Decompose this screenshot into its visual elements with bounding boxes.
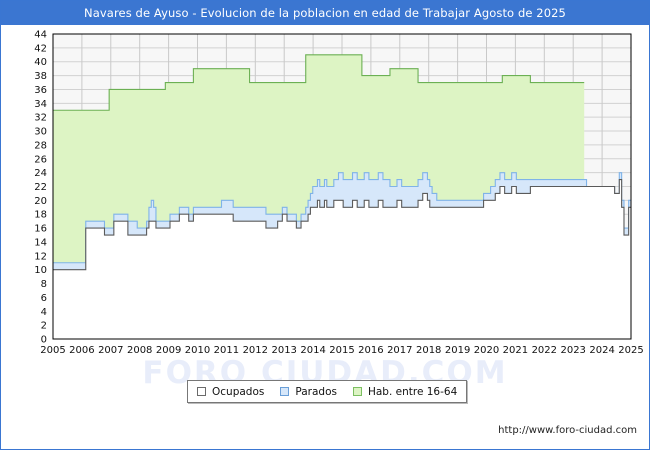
svg-text:2010: 2010 xyxy=(185,345,210,356)
svg-text:22: 22 xyxy=(34,182,47,193)
svg-text:2014: 2014 xyxy=(300,345,325,356)
svg-text:28: 28 xyxy=(34,140,47,151)
svg-text:36: 36 xyxy=(34,85,47,96)
svg-text:2023: 2023 xyxy=(560,345,585,356)
svg-text:2: 2 xyxy=(41,321,47,332)
chart-plot: 0246810121416182022242628303234363840424… xyxy=(34,30,643,357)
svg-text:10: 10 xyxy=(34,265,47,276)
y-axis-ticks: 0246810121416182022242628303234363840424… xyxy=(34,30,47,346)
svg-text:2025: 2025 xyxy=(618,345,643,356)
plot-frame xyxy=(52,33,632,340)
svg-text:0: 0 xyxy=(41,335,47,346)
legend-swatch-ocupados xyxy=(197,387,206,396)
svg-text:38: 38 xyxy=(34,71,47,82)
legend-label-ocupados: Ocupados xyxy=(212,385,265,398)
svg-text:14: 14 xyxy=(34,237,47,248)
svg-text:8: 8 xyxy=(41,279,47,290)
svg-text:26: 26 xyxy=(34,154,47,165)
legend-item-hab-16-64[interactable]: Hab. entre 16-64 xyxy=(352,385,458,398)
window-title-bar: Navares de Ayuso - Evolucion de la pobla… xyxy=(1,1,649,25)
svg-text:16: 16 xyxy=(34,224,47,235)
legend-label-parados: Parados xyxy=(295,385,337,398)
svg-text:34: 34 xyxy=(34,99,47,110)
svg-text:4: 4 xyxy=(41,307,47,318)
svg-text:2006: 2006 xyxy=(69,345,94,356)
series-areas xyxy=(53,54,631,340)
page-title: Navares de Ayuso - Evolucion de la pobla… xyxy=(84,6,566,20)
legend-label-hab-16-64: Hab. entre 16-64 xyxy=(367,385,458,398)
svg-text:12: 12 xyxy=(34,251,47,262)
svg-text:40: 40 xyxy=(34,57,47,68)
svg-text:6: 6 xyxy=(41,293,47,304)
x-axis-ticks: 2005 2006 2007 2008 2009 2010 2011 2012 2013 2014… xyxy=(40,345,643,356)
svg-text:2015: 2015 xyxy=(329,345,354,356)
svg-text:2016: 2016 xyxy=(358,345,383,356)
svg-text:2013: 2013 xyxy=(271,345,296,356)
svg-text:2017: 2017 xyxy=(387,345,412,356)
svg-text:2018: 2018 xyxy=(416,345,441,356)
svg-text:2024: 2024 xyxy=(589,345,614,356)
legend-item-parados[interactable]: Parados xyxy=(280,386,337,398)
svg-text:42: 42 xyxy=(34,43,47,54)
legend-swatch-hab-16-64 xyxy=(352,387,362,396)
svg-text:2022: 2022 xyxy=(532,345,557,356)
svg-text:24: 24 xyxy=(34,168,47,179)
source-url[interactable]: http://www.foro-ciudad.com xyxy=(498,425,637,436)
svg-text:32: 32 xyxy=(34,113,47,124)
svg-text:2019: 2019 xyxy=(445,345,470,356)
svg-text:2008: 2008 xyxy=(127,345,152,356)
svg-text:2012: 2012 xyxy=(243,345,268,356)
svg-text:2011: 2011 xyxy=(214,345,239,356)
svg-text:18: 18 xyxy=(34,210,47,221)
svg-text:44: 44 xyxy=(34,30,47,41)
legend-item-ocupados[interactable]: Ocupados xyxy=(197,386,264,398)
svg-text:2007: 2007 xyxy=(98,345,123,356)
legend-swatch-parados xyxy=(280,387,290,396)
chart-legend: Ocupados Parados Hab. entre 16-64 xyxy=(187,380,468,403)
svg-text:2009: 2009 xyxy=(156,345,181,356)
svg-text:30: 30 xyxy=(34,127,47,138)
svg-text:2021: 2021 xyxy=(503,345,528,356)
svg-text:2005: 2005 xyxy=(40,345,65,356)
svg-text:20: 20 xyxy=(34,196,47,207)
svg-text:2020: 2020 xyxy=(474,345,499,356)
